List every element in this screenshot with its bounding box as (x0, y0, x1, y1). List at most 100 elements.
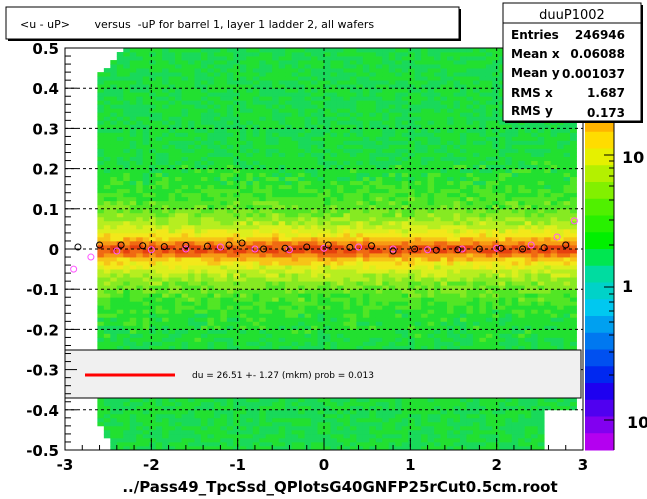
heatmap-cell (200, 313, 208, 318)
heatmap-cell (129, 156, 137, 161)
heatmap-cell (311, 168, 318, 174)
heatmap-cell (213, 329, 221, 334)
heatmap-cell (414, 425, 422, 431)
heatmap-cell (336, 421, 344, 427)
heatmap-cell (136, 216, 144, 222)
heatmap-cell (414, 184, 422, 190)
heatmap-cell (162, 128, 170, 133)
heatmap-cell (408, 188, 416, 194)
heatmap-cell (324, 116, 331, 121)
heatmap-cell (110, 325, 118, 330)
heatmap-cell (194, 425, 202, 431)
heatmap-cell (382, 160, 390, 165)
heatmap-cell (356, 172, 364, 178)
heatmap-cell (336, 224, 344, 230)
heatmap-cell (220, 305, 228, 310)
heatmap-cell (408, 236, 416, 242)
heatmap-cell (408, 409, 416, 415)
heatmap-cell (188, 341, 195, 346)
heatmap-cell (408, 309, 416, 314)
heatmap-cell (291, 413, 299, 419)
heatmap-cell (103, 244, 111, 250)
heatmap-cell (324, 80, 331, 85)
heatmap-cell (298, 437, 305, 443)
heatmap-cell (375, 421, 383, 427)
heatmap-cell (265, 156, 273, 161)
heatmap-cell (246, 120, 254, 125)
heatmap-cell (414, 409, 422, 415)
heatmap-cell (116, 261, 124, 266)
heatmap-cell (142, 84, 150, 89)
heatmap-cell (175, 220, 182, 226)
heatmap-cell (298, 180, 305, 186)
heatmap-cell (220, 257, 228, 262)
heatmap-cell (304, 80, 312, 85)
heatmap-cell (239, 345, 247, 350)
heatmap-cell (414, 253, 422, 258)
heatmap-cell (149, 132, 157, 137)
heatmap-cell (207, 124, 215, 129)
heatmap-cell (298, 96, 305, 101)
heatmap-cell (155, 257, 163, 262)
heatmap-cell (213, 240, 221, 246)
heatmap-cell (239, 148, 247, 153)
heatmap-cell (382, 285, 390, 290)
heatmap-cell (330, 128, 338, 133)
heatmap-cell (259, 249, 267, 254)
heatmap-cell (149, 232, 157, 238)
heatmap-cell (97, 160, 105, 165)
heatmap-cell (369, 52, 377, 57)
heatmap-cell (343, 176, 351, 182)
heatmap-cell (188, 216, 195, 222)
heatmap-cell (188, 80, 195, 85)
heatmap-cell (220, 405, 228, 411)
heatmap-cell (175, 80, 182, 85)
heatmap-cell (382, 180, 390, 186)
heatmap-cell (149, 160, 157, 165)
heatmap-cell (408, 216, 416, 222)
heatmap-cell (220, 104, 228, 109)
heatmap-cell (136, 120, 144, 125)
heatmap-cell (110, 261, 118, 266)
heatmap-cell (168, 104, 176, 109)
heatmap-cell (149, 277, 157, 282)
heatmap-cell (194, 212, 202, 218)
heatmap-cell (343, 413, 351, 419)
heatmap-cell (136, 228, 144, 234)
heatmap-cell (414, 48, 422, 53)
heatmap-cell (408, 136, 416, 141)
heatmap-cell (330, 96, 338, 101)
heatmap-cell (246, 60, 254, 65)
heatmap-cell (375, 60, 383, 65)
heatmap-cell (239, 236, 247, 242)
heatmap-cell (200, 441, 208, 447)
heatmap-cell (194, 325, 202, 330)
heatmap-cell (259, 289, 267, 294)
heatmap-cell (395, 220, 403, 226)
heatmap-cell (116, 216, 124, 222)
heatmap-cell (298, 60, 305, 65)
heatmap-cell (97, 301, 105, 306)
heatmap-cell (162, 172, 170, 178)
heatmap-cell (110, 441, 118, 447)
heatmap-cell (200, 345, 208, 350)
heatmap-cell (369, 269, 377, 274)
heatmap-cell (362, 329, 370, 334)
heatmap-cell (362, 188, 370, 194)
heatmap-cell (97, 232, 105, 238)
heatmap-cell (278, 56, 286, 61)
heatmap-cell (349, 253, 357, 258)
heatmap-cell (304, 273, 312, 278)
heatmap-cell (207, 228, 215, 234)
heatmap-cell (149, 240, 157, 246)
heatmap-cell (272, 224, 280, 230)
heatmap-cell (375, 76, 383, 81)
heatmap-cell (129, 313, 137, 318)
heatmap-cell (304, 100, 312, 105)
heatmap-cell (317, 240, 325, 246)
heatmap-cell (382, 293, 390, 298)
heatmap-cell (395, 257, 403, 262)
heatmap-cell (375, 224, 383, 230)
heatmap-cell (285, 337, 293, 342)
heatmap-cell (408, 329, 416, 334)
